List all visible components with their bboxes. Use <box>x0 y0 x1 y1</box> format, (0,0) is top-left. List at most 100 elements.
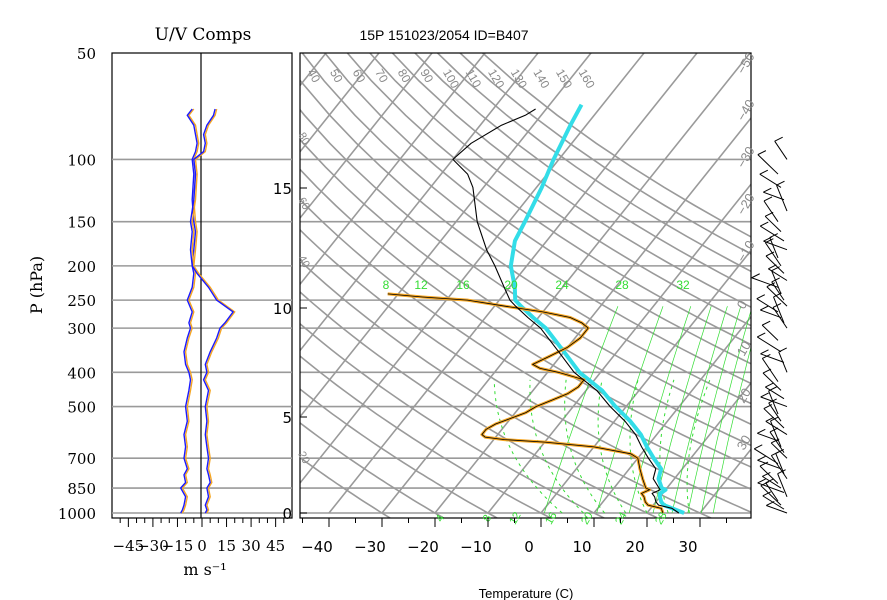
wind-barb-staff <box>757 154 779 175</box>
wind-barb-staff <box>761 358 779 382</box>
skewt-isotherm <box>699 447 751 514</box>
uv-x-tick-label: −15 <box>162 537 194 555</box>
skewt-height-tick-labels: 0 5 10 15 <box>273 180 307 523</box>
uv-x-tick-label: −30 <box>137 537 169 555</box>
skewt-dry-adiabat <box>368 53 751 327</box>
wind-barb-staff <box>760 309 782 319</box>
wind-barb-staff <box>765 482 779 502</box>
skewt-isotherm <box>300 53 327 87</box>
skewt-moist-adiabat <box>529 379 584 514</box>
uv-pressure-tick-labels: 50 100 150 200 250 300 400 500 700 850 1000 <box>58 45 96 523</box>
skewt-mixing-ratio-line <box>543 306 619 514</box>
skewt-isotherm <box>300 53 592 419</box>
skewt-x-tick-label: 20 <box>625 538 644 556</box>
wind-barb-staff <box>776 184 788 212</box>
uv-x-label: m s⁻¹ <box>183 560 226 579</box>
uv-series-group <box>179 108 236 514</box>
skewt-moist-adiabat <box>597 379 627 514</box>
skewt-x-label: Temperature (C) <box>479 586 574 600</box>
skewt-temperature-line <box>452 108 680 514</box>
wind-barb-flag <box>768 264 777 270</box>
skewt-mixing-ratio-line <box>671 306 728 514</box>
wind-barb-flag <box>751 273 760 279</box>
uv-series-line <box>189 108 235 514</box>
wind-barb-staff <box>761 324 779 341</box>
skewt-mixing-ratio-label: 24 <box>555 278 569 292</box>
wind-barb-staff <box>757 459 782 470</box>
wind-barbs <box>751 136 788 514</box>
uv-x-tick-label: 45 <box>266 537 285 555</box>
wind-barb-staff <box>766 286 788 307</box>
skewt-mixing-ratio-label: 8 <box>383 278 390 292</box>
skewt-dry-adiabat <box>300 78 751 405</box>
skewt-dry-adiabat <box>300 322 606 518</box>
wind-barb-staff <box>768 390 779 415</box>
skewt-mixing-ratio-line <box>700 309 751 514</box>
wind-barb-staff <box>775 453 785 475</box>
wind-barb-staff <box>763 200 779 222</box>
wind-barb-staff <box>756 298 779 313</box>
skewt-mixing-ratio-line <box>596 306 664 514</box>
skewt-bottom-label: 12 <box>507 510 524 527</box>
wind-barb-flag <box>760 221 769 227</box>
wind-barb-flag <box>759 169 769 175</box>
wind-barb-flag <box>765 416 775 422</box>
wind-barb-flag <box>760 349 769 355</box>
wind-barb-flag <box>763 196 773 202</box>
wind-barb-staff <box>759 465 779 484</box>
skewt-mixing-ratio-label: 28 <box>615 278 629 292</box>
skewt-isotherm <box>300 53 645 485</box>
skewt-isotherm <box>0 53 114 513</box>
wind-barb-flag <box>757 332 766 338</box>
skewt-dry-adiabat-label: 150 <box>553 67 575 92</box>
skewt-left-edge-label: 60 <box>295 196 312 213</box>
skewt-x-tick-label: 10 <box>572 538 591 556</box>
uv-x-tick-label: 30 <box>242 537 261 555</box>
skewt-x-tick-label: −40 <box>301 538 333 556</box>
skewt-dry-adiabat-label: 140 <box>530 67 552 92</box>
wind-barb-staff <box>757 482 785 493</box>
wind-barb-staff <box>771 270 782 295</box>
wind-barb-flag <box>760 305 769 311</box>
uv-frame <box>111 52 293 519</box>
skewt-dry-adiabat-label: 100 <box>440 67 462 92</box>
skewt-dry-adiabat-label: 120 <box>485 67 507 92</box>
skewt-title: 15P 151023/2054 ID=B407 <box>359 27 528 43</box>
wind-barb-flag <box>756 294 766 300</box>
skewt-left-edge-label: 40 <box>295 254 312 271</box>
skewt-right-edge-label: 10 <box>734 338 754 358</box>
skewt-right-edge-label: −30 <box>734 144 758 171</box>
skewt-dry-adiabat <box>413 53 751 291</box>
skewt-temperature-tick-labels: −40 −30 −20 −10 0 10 20 30 <box>301 518 727 556</box>
skewt-moist-adiabat <box>686 379 711 514</box>
skewt-x-tick-label: −10 <box>460 538 492 556</box>
wind-barb-staff <box>770 442 788 459</box>
skewt-dry-adiabat <box>300 138 751 447</box>
skewt-left-edge-label: 20 <box>295 450 312 467</box>
uv-x-tick-label: 0 <box>197 537 207 555</box>
uv-x-tick-label: 15 <box>217 537 236 555</box>
wind-barb-staff <box>756 336 782 353</box>
wind-barb-staff <box>759 225 785 242</box>
uv-y-tick-label: 150 <box>67 214 96 232</box>
wind-barb-staff <box>764 215 782 232</box>
wind-barb-staff <box>753 448 779 465</box>
uv-y-tick-label: 1000 <box>58 505 96 523</box>
wind-barb-flag <box>776 180 785 186</box>
skewt-right-edge-label: −50 <box>734 50 758 77</box>
wind-barb-staff <box>773 296 785 324</box>
skewt-dry-adiabat <box>300 421 446 518</box>
skewt-plot-area <box>0 53 751 518</box>
skewt-bottom-label: 28 <box>653 510 670 527</box>
skewt-mixing-ratio-line <box>652 306 712 514</box>
skewt-dry-adiabat-label: 60 <box>350 67 369 86</box>
skewt-mixing-ratio-label: 12 <box>414 278 428 292</box>
wind-barb-flag <box>763 236 772 242</box>
skewt-height-tick-label: 0 <box>282 505 292 523</box>
wind-barb-flag <box>765 382 774 388</box>
skewt-height-tick-label: 10 <box>273 300 292 318</box>
skewt-dry-adiabat-label: 110 <box>463 67 485 91</box>
wind-barb-flag <box>759 461 769 467</box>
wind-barb-flag <box>762 491 772 497</box>
